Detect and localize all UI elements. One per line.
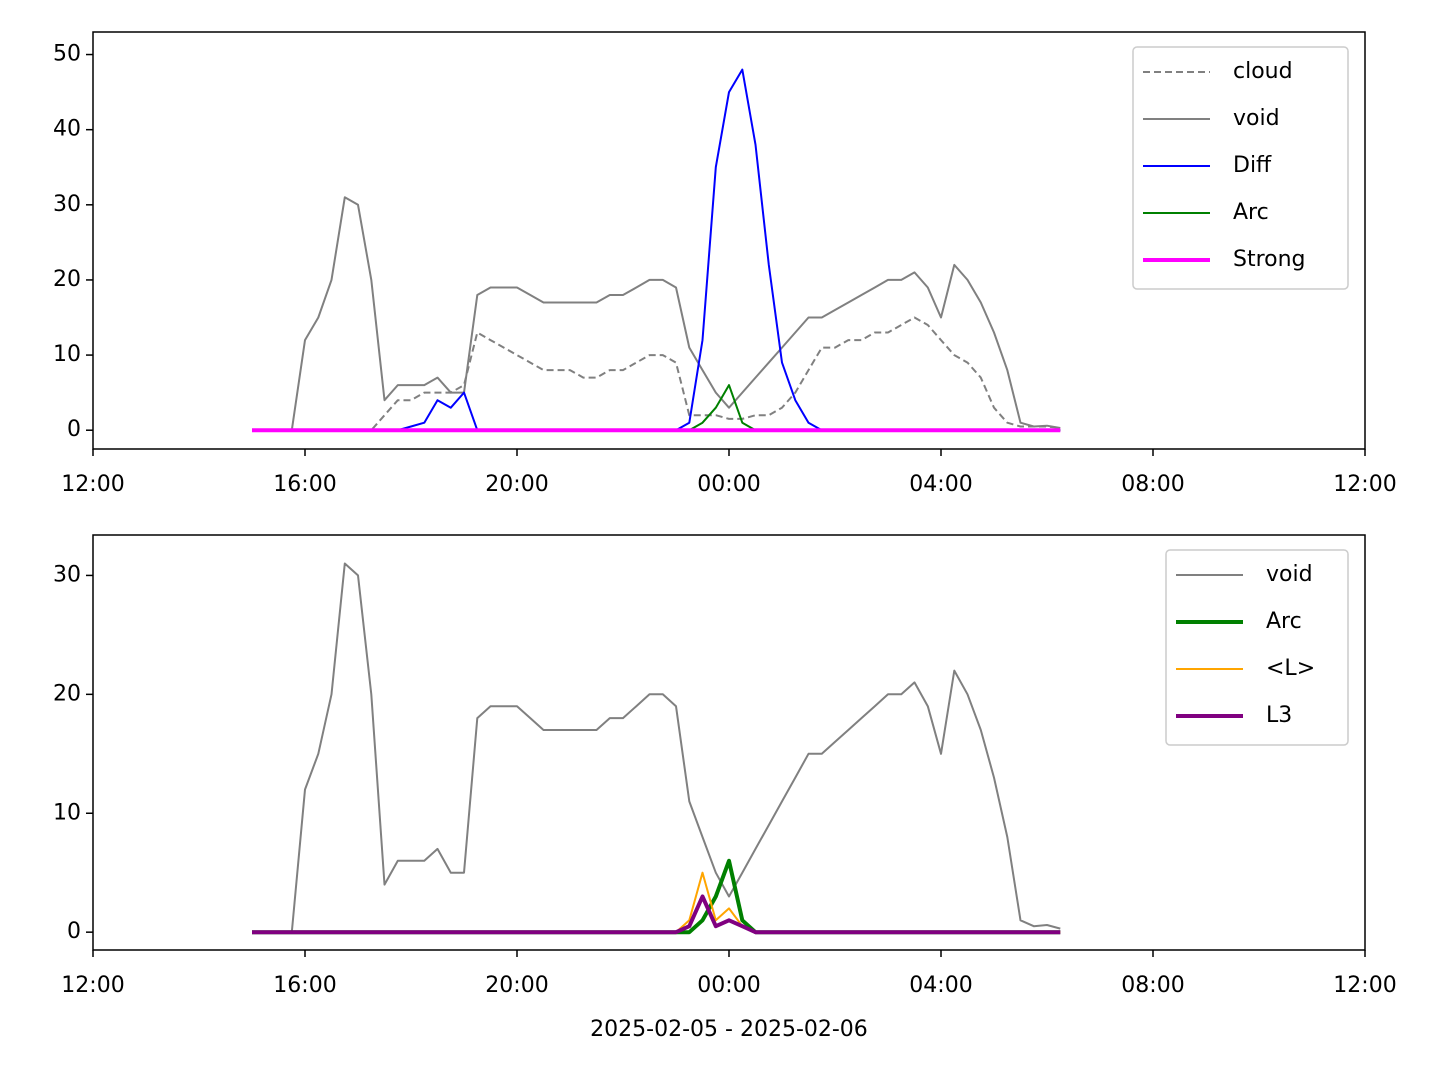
x-tick-label: 20:00 — [485, 472, 548, 497]
legend-label: Arc — [1266, 609, 1302, 634]
y-tick-label: 30 — [53, 192, 81, 217]
legend-label: void — [1266, 562, 1313, 587]
y-tick-label: 0 — [67, 417, 81, 442]
series-line — [252, 68, 1061, 432]
series-line — [252, 858, 1061, 935]
x-axis-label: 2025-02-05 - 2025-02-06 — [590, 1017, 868, 1042]
x-tick-label: 16:00 — [273, 472, 336, 497]
x-tick-label: 16:00 — [273, 973, 336, 998]
series-line — [252, 562, 1061, 934]
x-tick-label: 08:00 — [1121, 973, 1184, 998]
x-tick-label: 00:00 — [697, 472, 760, 497]
series-line — [252, 894, 1061, 935]
series-line — [252, 196, 1061, 432]
legend-label: void — [1233, 106, 1280, 131]
legend-label: Strong — [1233, 247, 1306, 272]
axes-frame — [92, 31, 1366, 450]
x-tick-label: 12:00 — [61, 973, 124, 998]
axes-frame — [92, 534, 1366, 951]
y-tick-label: 10 — [53, 800, 81, 825]
x-tick-label: 20:00 — [485, 973, 548, 998]
legend-box — [1132, 46, 1349, 290]
y-tick-label: 0 — [67, 919, 81, 944]
series-line — [252, 384, 1061, 432]
legend-box — [1165, 549, 1349, 746]
legend-label: <L> — [1266, 656, 1315, 681]
series-line — [252, 316, 1061, 432]
y-tick-label: 10 — [53, 342, 81, 367]
x-tick-label: 12:00 — [1333, 472, 1396, 497]
x-tick-label: 08:00 — [1121, 472, 1184, 497]
y-tick-label: 20 — [53, 267, 81, 292]
y-tick-label: 30 — [53, 562, 81, 587]
series-line — [252, 871, 1061, 934]
y-tick-label: 20 — [53, 681, 81, 706]
legend-label: Arc — [1233, 200, 1269, 225]
legend-label: cloud — [1233, 59, 1293, 84]
x-tick-label: 12:00 — [1333, 973, 1396, 998]
x-tick-label: 04:00 — [909, 472, 972, 497]
legend-label: Diff — [1233, 153, 1272, 178]
x-tick-label: 12:00 — [61, 472, 124, 497]
y-tick-label: 40 — [53, 117, 81, 142]
y-tick-label: 50 — [53, 42, 81, 67]
x-tick-label: 04:00 — [909, 973, 972, 998]
x-tick-label: 00:00 — [697, 973, 760, 998]
legend-label: L3 — [1266, 703, 1292, 728]
